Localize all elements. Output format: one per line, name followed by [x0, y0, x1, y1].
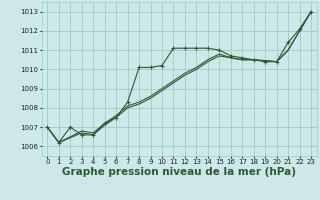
X-axis label: Graphe pression niveau de la mer (hPa): Graphe pression niveau de la mer (hPa)	[62, 167, 296, 177]
